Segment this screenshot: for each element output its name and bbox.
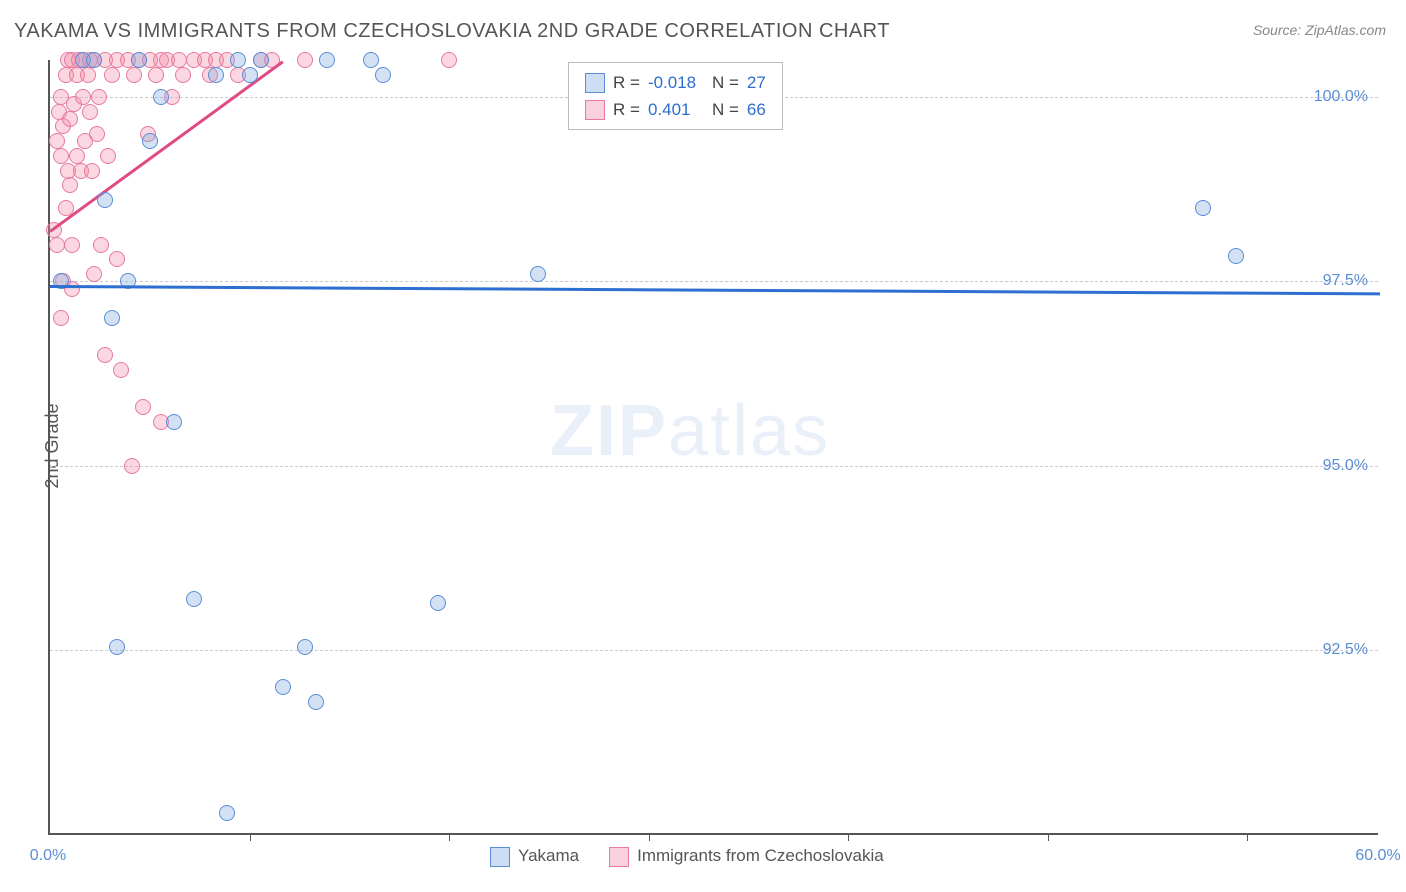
data-point bbox=[91, 89, 107, 105]
data-point bbox=[126, 67, 142, 83]
chart-title: YAKAMA VS IMMIGRANTS FROM CZECHOSLOVAKIA… bbox=[14, 20, 890, 43]
data-point bbox=[93, 237, 109, 253]
x-tick-label: 0.0% bbox=[30, 847, 66, 865]
data-point bbox=[113, 362, 129, 378]
data-point bbox=[97, 347, 113, 363]
data-point bbox=[84, 163, 100, 179]
n-value-blue: 27 bbox=[747, 69, 766, 96]
r-label: R = bbox=[613, 69, 640, 96]
data-point bbox=[153, 89, 169, 105]
data-point bbox=[308, 694, 324, 710]
source-attribution: Source: ZipAtlas.com bbox=[1253, 22, 1386, 38]
data-point bbox=[53, 310, 69, 326]
data-point bbox=[53, 148, 69, 164]
gridline-h bbox=[50, 281, 1378, 282]
data-point bbox=[171, 52, 187, 68]
data-point bbox=[49, 133, 65, 149]
x-tick-mark bbox=[250, 833, 251, 841]
legend-swatch-pink bbox=[609, 847, 629, 867]
r-value-blue: -0.018 bbox=[648, 69, 704, 96]
data-point bbox=[69, 148, 85, 164]
legend-swatch-pink bbox=[585, 100, 605, 120]
data-point bbox=[186, 591, 202, 607]
r-value-pink: 0.401 bbox=[648, 96, 704, 123]
data-point bbox=[297, 52, 313, 68]
y-tick-label: 95.0% bbox=[1323, 457, 1368, 475]
gridline-h bbox=[50, 466, 1378, 467]
data-point bbox=[253, 52, 269, 68]
data-point bbox=[441, 52, 457, 68]
x-tick-label: 60.0% bbox=[1355, 847, 1400, 865]
data-point bbox=[1195, 200, 1211, 216]
watermark: ZIPatlas bbox=[550, 390, 830, 472]
source-name: ZipAtlas.com bbox=[1305, 22, 1386, 38]
chart-container: YAKAMA VS IMMIGRANTS FROM CZECHOSLOVAKIA… bbox=[0, 0, 1406, 892]
watermark-rest: atlas bbox=[668, 391, 830, 471]
r-label: R = bbox=[613, 96, 640, 123]
data-point bbox=[49, 237, 65, 253]
stats-legend: R = -0.018 N = 27 R = 0.401 N = 66 bbox=[568, 62, 783, 130]
gridline-h bbox=[50, 650, 1378, 651]
data-point bbox=[242, 67, 258, 83]
legend-row-blue: R = -0.018 N = 27 bbox=[585, 69, 766, 96]
data-point bbox=[219, 805, 235, 821]
data-point bbox=[82, 104, 98, 120]
data-point bbox=[208, 67, 224, 83]
y-tick-label: 97.5% bbox=[1323, 272, 1368, 290]
data-point bbox=[89, 126, 105, 142]
data-point bbox=[109, 639, 125, 655]
data-point bbox=[375, 67, 391, 83]
legend-row-pink: R = 0.401 N = 66 bbox=[585, 96, 766, 123]
data-point bbox=[142, 133, 158, 149]
data-point bbox=[297, 639, 313, 655]
plot-area: ZIPatlas 92.5% 95.0% 97.5% 100.0% bbox=[48, 60, 1378, 835]
data-point bbox=[109, 251, 125, 267]
n-label: N = bbox=[712, 96, 739, 123]
x-tick-mark bbox=[449, 833, 450, 841]
data-point bbox=[124, 458, 140, 474]
n-value-pink: 66 bbox=[747, 96, 766, 123]
data-point bbox=[64, 237, 80, 253]
data-point bbox=[86, 266, 102, 282]
data-point bbox=[319, 52, 335, 68]
data-point bbox=[175, 67, 191, 83]
data-point bbox=[1228, 248, 1244, 264]
legend-item-czech: Immigrants from Czechoslovakia bbox=[609, 846, 884, 867]
data-point bbox=[363, 52, 379, 68]
legend-label-yakama: Yakama bbox=[518, 846, 579, 865]
legend-item-yakama: Yakama bbox=[490, 846, 579, 867]
data-point bbox=[530, 266, 546, 282]
data-point bbox=[104, 67, 120, 83]
data-point bbox=[75, 89, 91, 105]
data-point bbox=[131, 52, 147, 68]
data-point bbox=[97, 192, 113, 208]
data-point bbox=[62, 111, 78, 127]
data-point bbox=[80, 67, 96, 83]
legend-swatch-blue bbox=[585, 73, 605, 93]
data-point bbox=[230, 52, 246, 68]
data-point bbox=[86, 52, 102, 68]
legend-swatch-blue bbox=[490, 847, 510, 867]
x-tick-mark bbox=[1048, 833, 1049, 841]
data-point bbox=[104, 310, 120, 326]
source-prefix: Source: bbox=[1253, 22, 1305, 38]
y-tick-label: 100.0% bbox=[1314, 88, 1368, 106]
y-tick-label: 92.5% bbox=[1323, 641, 1368, 659]
watermark-bold: ZIP bbox=[550, 391, 668, 471]
data-point bbox=[166, 414, 182, 430]
trend-line bbox=[50, 285, 1380, 295]
data-point bbox=[62, 177, 78, 193]
n-label: N = bbox=[712, 69, 739, 96]
data-point bbox=[430, 595, 446, 611]
data-point bbox=[135, 399, 151, 415]
legend-label-czech: Immigrants from Czechoslovakia bbox=[637, 846, 884, 865]
data-point bbox=[275, 679, 291, 695]
x-tick-mark bbox=[848, 833, 849, 841]
data-point bbox=[148, 67, 164, 83]
data-point bbox=[100, 148, 116, 164]
x-tick-mark bbox=[1247, 833, 1248, 841]
series-legend: Yakama Immigrants from Czechoslovakia bbox=[490, 846, 884, 867]
x-tick-mark bbox=[649, 833, 650, 841]
